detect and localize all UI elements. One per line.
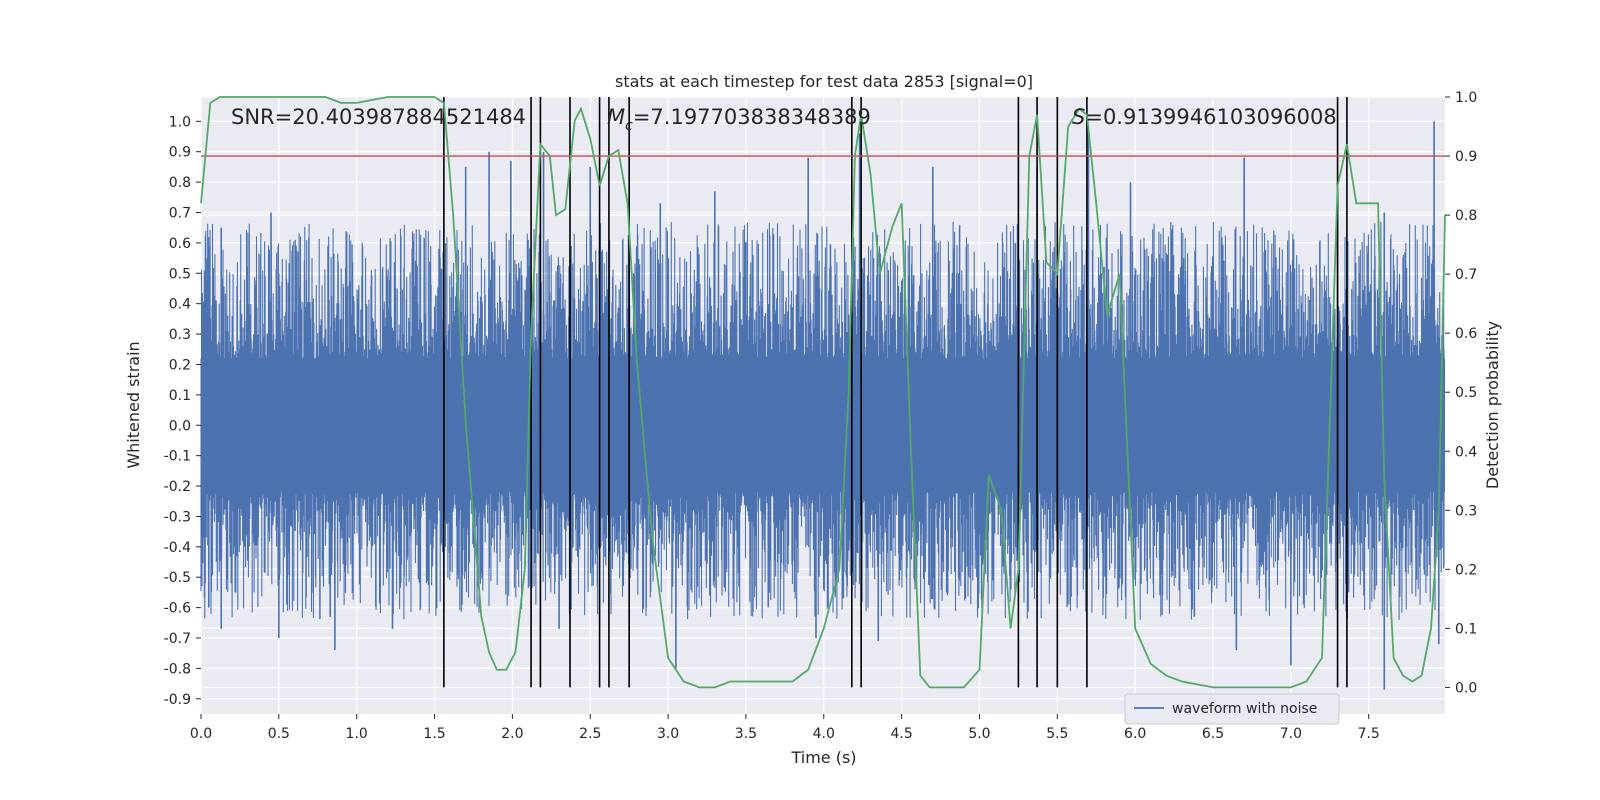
x-tick-label: 7.5 xyxy=(1358,726,1380,742)
y-tick-label: -0.7 xyxy=(164,631,191,647)
y-right-tick-label: 0.3 xyxy=(1455,503,1477,519)
y-tick-label: 0.3 xyxy=(169,327,191,343)
y-right-tick-label: 1.0 xyxy=(1455,90,1477,106)
x-tick-label: 7.0 xyxy=(1280,726,1302,742)
event-lines xyxy=(443,97,1348,688)
x-tick-label: 6.5 xyxy=(1202,726,1224,742)
y-right-tick-label: 0.5 xyxy=(1455,385,1477,401)
y-right-tick-label: 0.4 xyxy=(1455,444,1477,460)
x-tick-label: 2.0 xyxy=(501,726,523,742)
y-tick-label: -0.1 xyxy=(164,449,191,465)
s-value: =0.9139946103096008 xyxy=(1085,105,1336,129)
y-tick-label: 0.7 xyxy=(169,205,191,221)
x-tick-label: 1.5 xyxy=(423,726,445,742)
x-tick-label: 5.5 xyxy=(1046,726,1068,742)
y-tick-label: 0.2 xyxy=(169,357,191,373)
y-axis-right-ticks: 1.0 0.9 0.8 0.7 0.6 0.5 0.4 0.3 0.2 0.1 0.0 xyxy=(1445,90,1477,696)
y-axis-right-label: Detection probability xyxy=(1483,321,1502,489)
s-symbol: S xyxy=(1072,105,1085,129)
y-right-tick-label: 0.8 xyxy=(1455,208,1477,224)
x-tick-label: 0.5 xyxy=(268,726,290,742)
x-axis-ticks: 0.0 0.5 1.0 1.5 2.0 2.5 3.0 3.5 4.0 4.5 5.0 5.5 6.0 6… xyxy=(190,714,1380,742)
chirp-mass-annotation: Mc=7.197703838348389 xyxy=(607,105,871,134)
legend: waveform with noise xyxy=(1124,693,1340,725)
waveform-series xyxy=(200,121,1446,690)
y-tick-label: -0.9 xyxy=(164,692,191,708)
probability-series xyxy=(200,96,1446,689)
y-tick-label: 0.5 xyxy=(169,266,191,282)
x-tick-label: 3.5 xyxy=(735,726,757,742)
x-axis-label: Time (s) xyxy=(790,748,856,767)
y-right-tick-label: 0.2 xyxy=(1455,562,1477,578)
snr-annotation: SNR=20.403987884521484 xyxy=(231,105,526,129)
y-right-tick-label: 0.7 xyxy=(1455,267,1477,283)
chirp-mass-symbol: M xyxy=(607,105,625,129)
y-right-tick-label: 0.1 xyxy=(1455,621,1477,637)
x-tick-label: 4.0 xyxy=(813,726,835,742)
chart-title: stats at each timestep for test data 285… xyxy=(615,72,1033,91)
x-tick-label: 6.0 xyxy=(1124,726,1146,742)
x-tick-label: 1.0 xyxy=(346,726,368,742)
probability-line xyxy=(200,96,1446,689)
y-tick-label: -0.5 xyxy=(164,570,191,586)
y-right-tick-label: 0.9 xyxy=(1455,149,1477,165)
y-tick-label: 1.0 xyxy=(169,114,191,130)
waveform-noise xyxy=(200,221,1446,620)
x-tick-label: 0.0 xyxy=(190,726,212,742)
y-tick-label: 0.8 xyxy=(169,175,191,191)
y-tick-label: -0.6 xyxy=(164,601,191,617)
legend-box xyxy=(1124,693,1340,725)
chirp-mass-subscript: c xyxy=(625,118,633,134)
legend-entry-waveform: waveform with noise xyxy=(1172,701,1317,717)
y-tick-label: -0.3 xyxy=(164,509,191,525)
y-axis-ticks: 1.0 0.9 0.8 0.7 0.6 0.5 0.4 0.3 0.2 0.1 0.0 -0.1 -0.… xyxy=(164,114,201,708)
y-right-tick-label: 0.0 xyxy=(1455,680,1477,696)
chirp-mass-value: =7.197703838348389 xyxy=(633,105,871,129)
y-tick-label: -0.8 xyxy=(164,661,191,677)
y-tick-label: 0.1 xyxy=(169,388,191,404)
y-tick-label: 0.4 xyxy=(169,297,191,313)
y-tick-label: 0.0 xyxy=(169,418,191,434)
y-tick-label: -0.4 xyxy=(164,540,191,556)
y-tick-label: 0.6 xyxy=(169,236,191,252)
x-tick-label: 2.5 xyxy=(579,726,601,742)
y-tick-label: -0.2 xyxy=(164,479,191,495)
y-right-tick-label: 0.6 xyxy=(1455,326,1477,342)
s-annotation: S=0.9139946103096008 xyxy=(1072,105,1337,129)
x-tick-label: 5.0 xyxy=(968,726,990,742)
x-tick-label: 3.0 xyxy=(657,726,679,742)
y-tick-label: 0.9 xyxy=(169,145,191,161)
y-axis-label: Whitened strain xyxy=(124,341,143,468)
x-tick-label: 4.5 xyxy=(890,726,912,742)
